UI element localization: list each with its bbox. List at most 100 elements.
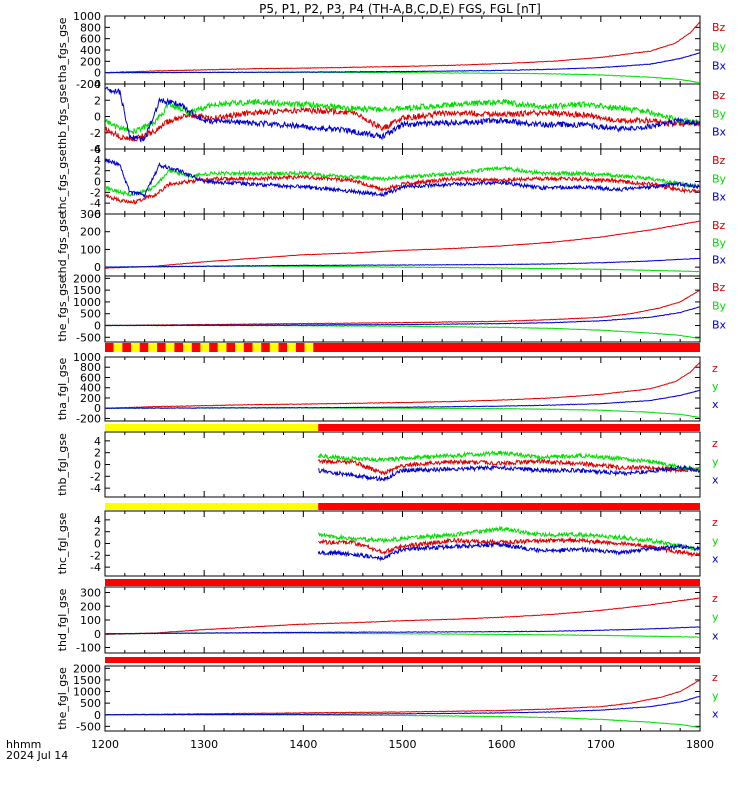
y-tick-label: 500 xyxy=(80,697,101,710)
time-axis-label-date: 2024 Jul 14 xyxy=(6,749,68,762)
legend-label: By xyxy=(712,40,727,53)
figure-title: P5, P1, P2, P3, P4 (TH-A,B,C,D,E) FGS, F… xyxy=(259,2,541,16)
y-tick-label: 0 xyxy=(94,176,101,189)
time-axis: 1200 1300 1400 1500 1600 1700 1800 xyxy=(91,738,714,751)
y-tick-label: -2 xyxy=(90,127,101,140)
flag-segment xyxy=(191,343,201,352)
legend-label: z xyxy=(712,592,718,605)
flag-segment xyxy=(295,343,305,352)
y-tick-label: 0 xyxy=(94,320,101,333)
legend-label: Bx xyxy=(712,191,727,204)
y-tick-label: -200 xyxy=(76,412,101,425)
series-line-Bx xyxy=(105,52,700,74)
y-axis-label: thd_fgl_gse xyxy=(56,588,69,651)
legend-label: z xyxy=(712,362,718,375)
y-tick-label: -4 xyxy=(90,197,101,210)
y-axis-label: tha_fgl_gse xyxy=(56,358,69,421)
y-tick-label: 2 xyxy=(94,447,101,460)
y-tick-label: 4 xyxy=(94,514,101,527)
series-line-x xyxy=(318,464,700,482)
legend-label: x xyxy=(712,629,719,642)
flag-segment xyxy=(243,343,253,352)
flag-segment xyxy=(105,343,114,352)
y-tick-label: 1000 xyxy=(73,686,101,699)
flag-segment xyxy=(113,343,123,352)
flag-bar-2 xyxy=(105,424,700,431)
series-line-x xyxy=(105,389,700,409)
y-tick-label: 400 xyxy=(80,382,101,395)
y-tick-label: 100 xyxy=(80,243,101,256)
legend-label: y xyxy=(712,380,719,393)
y-tick-label: 6 xyxy=(94,143,101,156)
legend-label: Bz xyxy=(712,89,726,102)
series-line-Bx xyxy=(105,306,700,327)
flag-segment xyxy=(165,343,175,352)
y-axis-label: thb_fgl_gse xyxy=(56,433,69,496)
flag-segment xyxy=(131,343,140,352)
flag-segment xyxy=(261,343,270,352)
series-line-z xyxy=(105,361,700,409)
y-axis-label: the_fgs_gse xyxy=(56,276,69,341)
y-tick-label: 0 xyxy=(94,402,101,415)
x-tick-label: 1200 xyxy=(91,738,119,751)
y-tick-label: -500 xyxy=(76,331,101,344)
flag-segment xyxy=(304,343,314,352)
flag-segment xyxy=(200,343,210,352)
legend-label: y xyxy=(712,611,719,624)
y-tick-label: -6 xyxy=(90,208,101,221)
y-tick-label: 0 xyxy=(94,628,101,641)
y-tick-label: 0 xyxy=(94,459,101,472)
legend-label: x xyxy=(712,553,719,566)
panel-2: 4 2 0 -2 -4 thb_fgs_gse Bz By Bx xyxy=(56,78,727,156)
series-line-z xyxy=(105,597,700,636)
y-axis-label: thb_fgs_gse xyxy=(56,84,69,150)
y-tick-label: 200 xyxy=(80,600,101,613)
flag-segment xyxy=(139,343,149,352)
y-tick-label: 400 xyxy=(80,44,101,57)
flag-bars xyxy=(105,343,700,663)
y-tick-label: 1500 xyxy=(73,284,101,297)
series-line-Bx xyxy=(105,86,700,144)
y-tick-label: 600 xyxy=(80,371,101,384)
series-line-Bz xyxy=(105,220,700,269)
y-tick-label: 1000 xyxy=(73,296,101,309)
y-tick-label: 1000 xyxy=(73,351,101,364)
series-line-x xyxy=(105,695,700,716)
y-tick-label: 300 xyxy=(80,587,101,600)
y-tick-label: 2 xyxy=(94,526,101,539)
time-axis-label-hhmm: hhmm xyxy=(6,738,41,751)
legend-label: Bz xyxy=(712,219,726,232)
flag-segment xyxy=(105,657,700,663)
y-tick-label: 200 xyxy=(80,55,101,68)
y-tick-label: -2 xyxy=(90,549,101,562)
legend-label: By xyxy=(712,236,727,249)
y-tick-label: -4 xyxy=(90,561,101,574)
x-tick-label: 1700 xyxy=(587,738,615,751)
y-tick-label: -4 xyxy=(90,482,101,495)
series-line-Bx xyxy=(105,257,700,268)
flag-segment xyxy=(105,579,700,586)
series-line-By xyxy=(105,98,700,136)
y-axis-label: the_fgl_gse xyxy=(56,667,69,730)
legend-label: y xyxy=(712,455,719,468)
panel-frame xyxy=(104,275,701,343)
y-tick-label: 500 xyxy=(80,308,101,321)
panel-frame xyxy=(104,665,701,732)
legend-label: z xyxy=(712,671,718,684)
legend-label: Bz xyxy=(712,281,726,294)
y-tick-label: -4 xyxy=(90,143,101,156)
flag-segment xyxy=(157,343,166,352)
series-line-Bx xyxy=(105,158,700,199)
y-tick-label: 4 xyxy=(94,435,101,448)
y-tick-label: 0 xyxy=(94,709,101,722)
y-tick-label: 2000 xyxy=(73,662,101,675)
legend-label: By xyxy=(712,172,727,185)
y-tick-label: 300 xyxy=(80,208,101,221)
panel-frame xyxy=(104,586,701,654)
y-tick-label: 0 xyxy=(94,67,101,80)
